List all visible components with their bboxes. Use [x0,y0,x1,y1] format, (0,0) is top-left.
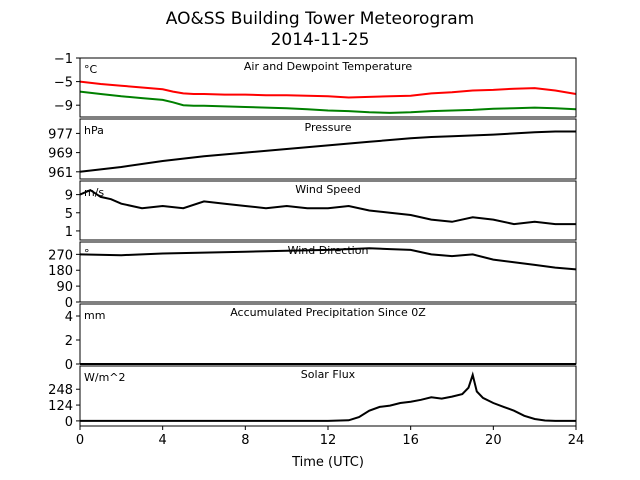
panel-pressure: 961 969 977 hPa Pressure [48,118,577,181]
panel-title-solar: Solar Flux [301,368,356,381]
y-tick-label-solar: 248 [48,383,73,398]
x-tick-label: 8 [241,433,249,448]
y-tick-label-wind_direction: 90 [56,280,73,295]
y-tick-label-precip: 4 [65,310,73,325]
y-tick-label-temperature: −9 [54,99,73,114]
x-tick-label: 0 [76,433,84,448]
unit-label-wind_speed: m/s [84,186,104,199]
y-tick-label-pressure: 977 [48,127,73,142]
panel-frame-wind_direction [79,241,577,303]
unit-label-temperature: °C [84,63,98,76]
series-line-temperature-0 [79,80,577,99]
y-tick-label-pressure: 961 [48,166,73,181]
y-tick-label-precip: 2 [65,334,73,349]
series-line-wind_speed-0 [79,188,576,226]
y-tick-label-wind_speed: 1 [65,225,73,240]
series-line-solar-0 [80,371,576,422]
y-tick-label-temperature: −5 [54,76,73,91]
panel-temperature: −1 −5 −9 °C Air and Dewpoint Temperature [54,52,577,118]
figure-subtitle: 2014-11-25 [271,30,370,50]
y-tick-label-wind_direction: 0 [65,296,73,311]
y-tick-label-pressure: 969 [48,147,73,162]
x-tick-label: 12 [320,433,337,448]
panel-title-wind_direction: Wind Direction [288,244,369,257]
y-tick-label-wind_speed: 9 [65,189,73,204]
y-tick-label-wind_direction: 270 [48,248,73,263]
series-line-wind_direction-0 [79,247,577,271]
x-tick-label: 20 [485,433,502,448]
panel-title-precip: Accumulated Precipitation Since 0Z [230,306,426,319]
x-axis-label: Time (UTC) [291,455,364,470]
y-tick-label-solar: 124 [48,399,73,414]
series-line-temperature-1 [79,90,577,114]
unit-label-precip: mm [84,309,105,322]
panel-frame-precip [79,303,577,365]
panel-frame-pressure [79,118,577,180]
panel-title-pressure: Pressure [305,121,352,134]
x-tick-label: 24 [568,433,585,448]
y-tick-label-temperature: −1 [54,52,73,67]
panel-wind_speed: 1 5 9 m/s Wind Speed [65,180,577,241]
panel-title-temperature: Air and Dewpoint Temperature [244,60,412,73]
series-line-pressure-0 [79,130,576,173]
y-tick-label-wind_speed: 5 [65,207,73,222]
y-tick-label-precip: 0 [65,358,73,373]
x-tick-label: 16 [402,433,419,448]
x-axis: 0 4 8 12 16 20 24 [76,426,584,448]
x-tick-label: 4 [159,433,167,448]
panel-frame-temperature [79,57,577,118]
panels-group: −1−5−9°C Air and Dewpoint Temperature9619… [48,52,577,430]
panel-precip: 0 2 4 mm Accumulated Precipitation Since 0Z [65,303,577,373]
y-tick-label-wind_direction: 180 [48,264,73,279]
y-tick-label-solar: 0 [65,415,73,430]
panel-title-wind_speed: Wind Speed [295,183,361,196]
unit-label-solar: W/m^2 [84,371,126,384]
unit-label-wind_direction: ° [84,247,90,260]
figure-title: AO&SS Building Tower Meteorogram [166,9,474,29]
unit-label-pressure: hPa [84,124,104,137]
panel-frame-wind_speed [79,180,577,241]
